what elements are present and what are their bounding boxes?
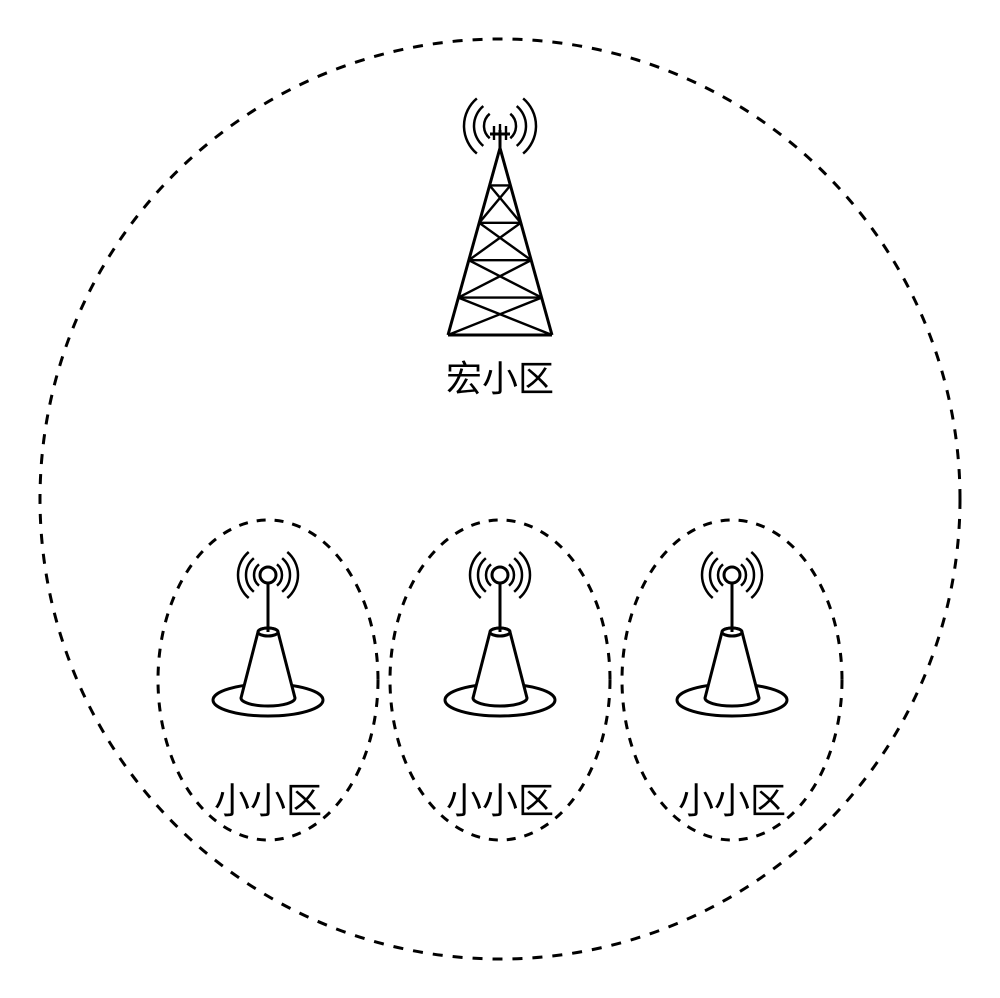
cell-label: 宏小区 [400, 350, 600, 402]
cell-label: 小小区 [632, 772, 832, 824]
cell-label: 小小区 [400, 772, 600, 824]
network-diagram: 宏小区小小区小小区小小区 [0, 0, 1000, 998]
cell-label: 小小区 [168, 772, 368, 824]
diagram-svg [0, 0, 1000, 998]
